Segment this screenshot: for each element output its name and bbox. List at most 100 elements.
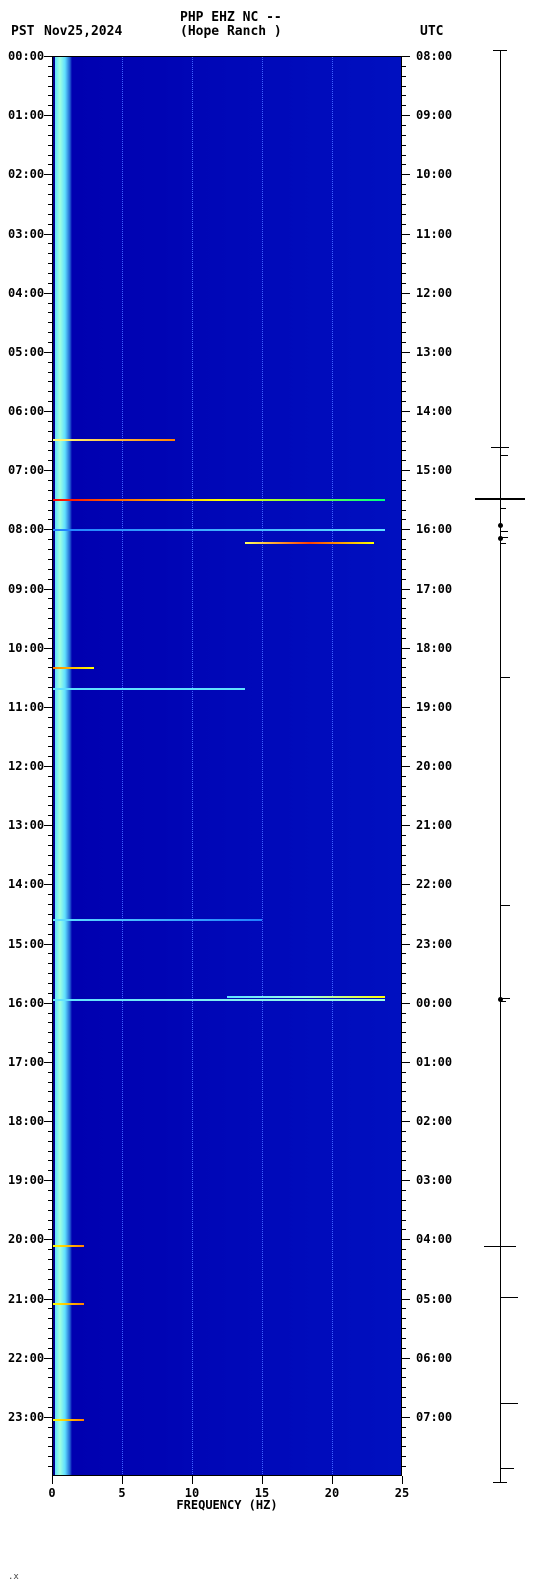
y-tick-minor (48, 993, 52, 994)
y-tick-label: 13:00 (8, 818, 44, 832)
y-tick-label: 03:00 (8, 227, 44, 241)
y-tick-minor (48, 1368, 52, 1369)
y-tick-minor (402, 717, 406, 718)
y-tick-major (402, 1239, 410, 1240)
y-tick-minor (48, 805, 52, 806)
event-tick (493, 1482, 507, 1483)
y-tick-minor (48, 796, 52, 797)
y-tick-minor (48, 874, 52, 875)
y-tick-minor (48, 1200, 52, 1201)
y-tick-minor (48, 1338, 52, 1339)
y-tick-minor (402, 76, 406, 77)
y-tick-minor (48, 1210, 52, 1211)
y-tick-minor (402, 1269, 406, 1270)
y-tick-minor (48, 125, 52, 126)
y-tick-minor (48, 1308, 52, 1309)
y-tick-minor (48, 569, 52, 570)
y-tick-label: 09:00 (416, 108, 452, 122)
y-tick-minor (48, 263, 52, 264)
y-tick-minor (48, 1170, 52, 1171)
spectral-event (52, 688, 245, 690)
y-tick-major (402, 1358, 410, 1359)
x-tick-label: 25 (395, 1486, 409, 1500)
y-tick-minor (402, 667, 406, 668)
y-tick-major (402, 1299, 410, 1300)
y-tick-major (402, 174, 410, 175)
y-tick-minor (48, 1377, 52, 1378)
y-tick-minor (48, 934, 52, 935)
y-tick-minor (48, 1387, 52, 1388)
event-tick (500, 455, 508, 456)
event-strip-axis (500, 50, 501, 1482)
y-tick-minor (402, 450, 406, 451)
y-tick-minor (48, 579, 52, 580)
y-tick-minor (48, 904, 52, 905)
y-tick-label: 08:00 (416, 49, 452, 63)
y-tick-minor (48, 510, 52, 511)
y-tick-minor (402, 697, 406, 698)
y-tick-label: 19:00 (8, 1173, 44, 1187)
y-tick-minor (48, 342, 52, 343)
y-tick-minor (402, 1042, 406, 1043)
y-tick-minor (402, 845, 406, 846)
y-tick-minor (402, 342, 406, 343)
y-tick-major (402, 529, 410, 530)
event-tick (491, 447, 509, 448)
y-tick-minor (48, 835, 52, 836)
y-tick-minor (48, 1151, 52, 1152)
y-tick-minor (48, 598, 52, 599)
y-tick-minor (48, 519, 52, 520)
y-tick-minor (402, 1141, 406, 1142)
y-tick-minor (402, 1013, 406, 1014)
y-tick-major (402, 648, 410, 649)
y-tick-minor (402, 1111, 406, 1112)
event-tick (475, 498, 525, 500)
spectral-event (52, 919, 262, 921)
y-tick-major (44, 411, 52, 412)
y-tick-label: 12:00 (8, 759, 44, 773)
y-tick-minor (402, 865, 406, 866)
y-tick-minor (48, 322, 52, 323)
y-tick-minor (48, 1466, 52, 1467)
y-tick-major (44, 1003, 52, 1004)
y-tick-minor (402, 155, 406, 156)
y-tick-minor (402, 539, 406, 540)
y-tick-major (402, 411, 410, 412)
y-tick-major (44, 470, 52, 471)
y-tick-minor (402, 924, 406, 925)
y-tick-minor (48, 1082, 52, 1083)
y-tick-major (402, 293, 410, 294)
y-tick-major (44, 293, 52, 294)
y-tick-minor (48, 421, 52, 422)
y-tick-minor (402, 1032, 406, 1033)
y-tick-minor (48, 1456, 52, 1457)
y-tick-minor (402, 519, 406, 520)
y-tick-minor (48, 332, 52, 333)
event-tick (500, 508, 506, 509)
y-tick-minor (402, 559, 406, 560)
y-tick-major (44, 1299, 52, 1300)
y-tick-minor (402, 855, 406, 856)
y-tick-minor (402, 125, 406, 126)
y-tick-minor (402, 1091, 406, 1092)
y-tick-major (402, 707, 410, 708)
y-tick-major (44, 529, 52, 530)
x-tick-label: 0 (48, 1486, 55, 1500)
y-tick-minor (48, 628, 52, 629)
y-tick-minor (402, 1437, 406, 1438)
y-tick-minor (48, 914, 52, 915)
y-tick-minor (402, 934, 406, 935)
y-tick-minor (402, 164, 406, 165)
y-tick-label: 09:00 (8, 582, 44, 596)
y-tick-minor (48, 243, 52, 244)
y-tick-minor (402, 1328, 406, 1329)
y-tick-minor (48, 362, 52, 363)
y-tick-minor (402, 273, 406, 274)
y-tick-minor (48, 480, 52, 481)
y-tick-minor (402, 549, 406, 550)
y-tick-minor (48, 1111, 52, 1112)
y-tick-label: 06:00 (416, 1351, 452, 1365)
y-tick-major (44, 766, 52, 767)
y-tick-minor (402, 874, 406, 875)
y-tick-label: 18:00 (8, 1114, 44, 1128)
